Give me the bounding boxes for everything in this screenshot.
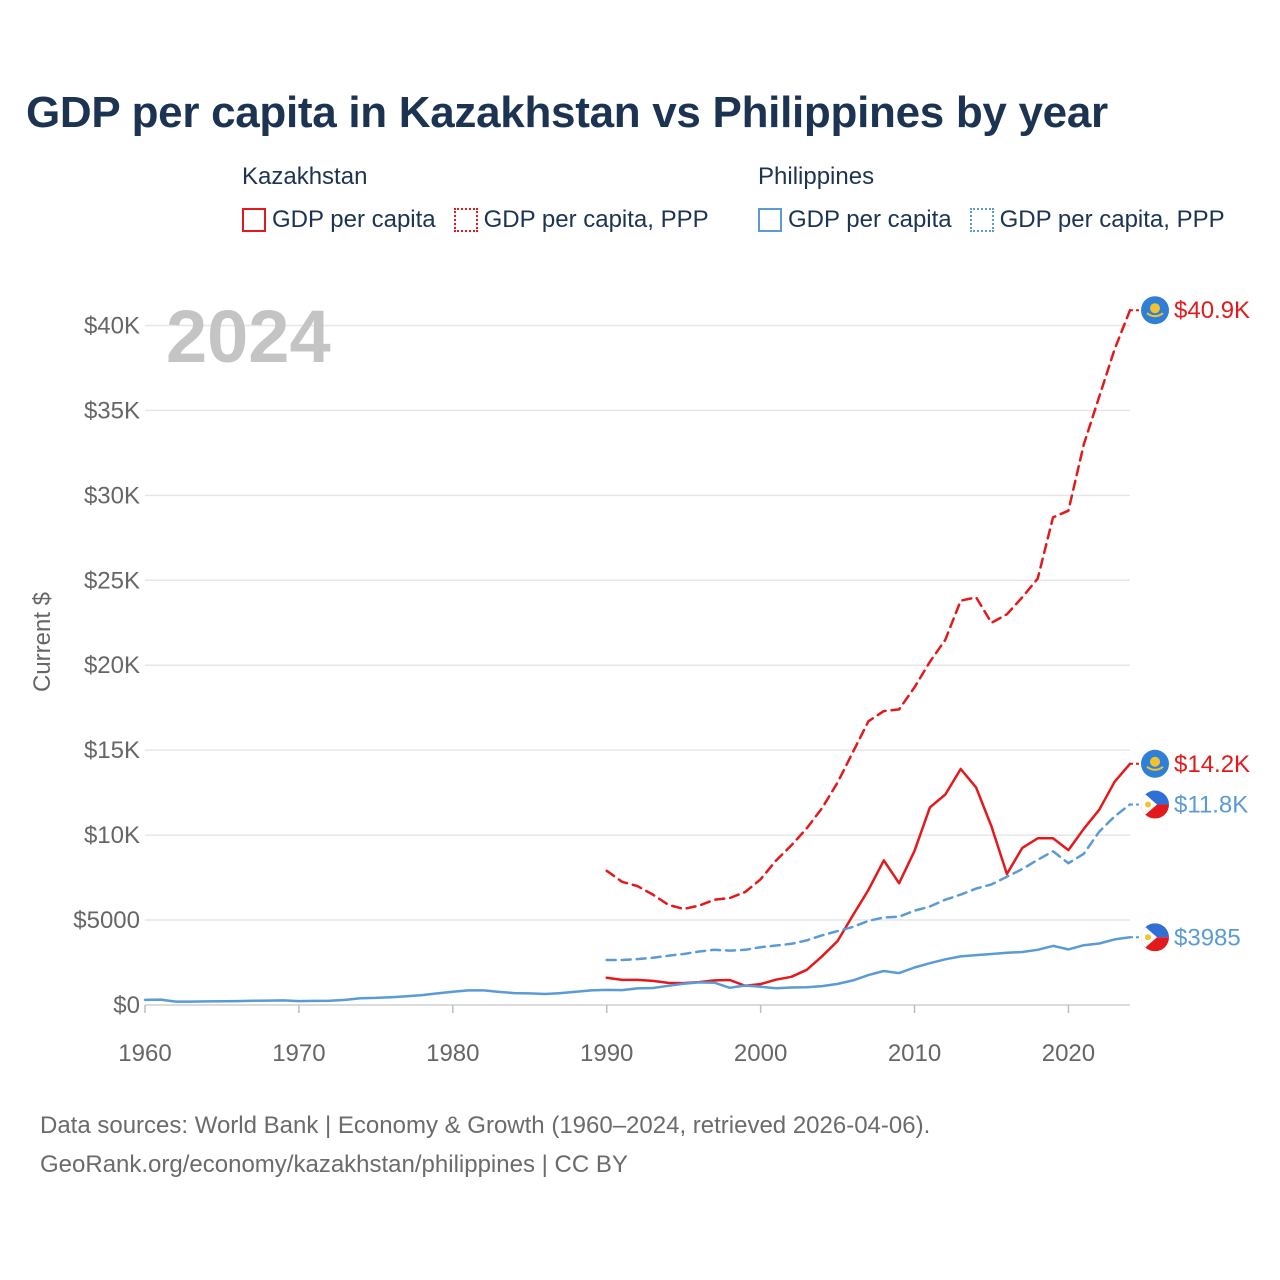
legend-item-philippines-gdp-ppp[interactable]: GDP per capita, PPP	[969, 206, 1225, 234]
legend-item-kazakhstan-gdp-ppp[interactable]: GDP per capita, PPP	[453, 206, 709, 234]
legend-label: GDP per capita	[788, 206, 952, 233]
series-line-kazakhstan-gdp-per-capita-ppp[interactable]	[605, 308, 1132, 911]
y-tick-label: $35K	[84, 397, 140, 424]
end-value-label: $11.8K	[1174, 792, 1248, 819]
legend-swatch-solid-red	[242, 208, 266, 232]
chart-title: GDP per capita in Kazakhstan vs Philippi…	[26, 88, 1108, 137]
legend-item-kazakhstan-gdp[interactable]: GDP per capita	[242, 206, 436, 234]
flag-eagle	[1146, 312, 1164, 318]
year-label: 2024	[166, 295, 331, 378]
footer-source: Data sources: World Bank | Economy & Gro…	[40, 1112, 931, 1139]
end-value-label: $3985	[1174, 924, 1241, 951]
flag-sun	[1145, 934, 1151, 941]
legend-swatch-dotted-blue	[969, 208, 994, 232]
axes: $0 $5000 $10K $15K $20K $25K $30K $35K $40K 1960 1…	[73, 312, 1095, 1067]
y-tick-label: $20K	[84, 652, 140, 679]
x-tick-label: 2010	[888, 1040, 941, 1067]
end-flag	[1141, 790, 1169, 819]
philippines-flag-icon	[1141, 790, 1169, 819]
end-markers: $40.9K $14.2K $11.8K $3985	[1130, 296, 1250, 952]
philippines-flag-icon	[1141, 923, 1169, 952]
legend-country-kazakhstan: Kazakhstan	[242, 163, 368, 190]
y-tick-label: $30K	[84, 482, 140, 509]
x-tick-label: 1980	[426, 1040, 479, 1067]
series-line-philippines-gdp-per-capita-ppp[interactable]	[605, 803, 1132, 962]
footer-credit: GeoRank.org/economy/kazakhstan/philippin…	[40, 1151, 628, 1178]
flag-eagle	[1146, 765, 1164, 771]
x-tick-label: 1970	[272, 1040, 325, 1067]
x-tick-label: 1990	[580, 1040, 633, 1067]
legend-country-philippines: Philippines	[758, 163, 875, 190]
legend-item-philippines-gdp[interactable]: GDP per capita	[758, 206, 952, 234]
y-tick-label: $40K	[84, 312, 140, 339]
end-value-label: $40.9K	[1174, 297, 1250, 324]
legend-group-philippines: Philippines GDP per capita GDP per capit…	[758, 162, 1225, 234]
y-tick-label: $10K	[84, 822, 140, 849]
end-flag	[1141, 923, 1169, 952]
y-tick-label: $0	[113, 992, 140, 1019]
grid-lines	[145, 324, 1130, 1006]
legend-label: GDP per capita, PPP	[483, 206, 709, 233]
legend-label: GDP per capita, PPP	[999, 206, 1225, 233]
y-tick-label: $5000	[73, 907, 140, 934]
legend-swatch-dotted-red	[453, 208, 478, 232]
series-line-philippines-gdp-per-capita[interactable]	[143, 936, 1132, 1003]
footer: Data sources: World Bank | Economy & Gro…	[40, 1106, 930, 1184]
legend-label: GDP per capita	[272, 206, 436, 233]
x-tick-label: 1960	[118, 1040, 171, 1067]
x-tick-label: 2000	[734, 1040, 787, 1067]
end-flag	[1141, 296, 1169, 325]
flag-sun	[1145, 801, 1151, 808]
y-tick-label: $25K	[84, 567, 140, 594]
end-flag	[1141, 749, 1169, 778]
y-axis-label: Current $	[29, 592, 56, 692]
flag-sun	[1150, 756, 1160, 767]
legend-swatch-solid-blue	[758, 208, 782, 232]
x-tick-label: 2020	[1042, 1040, 1095, 1067]
end-value-label: $14.2K	[1174, 751, 1250, 778]
series	[143, 308, 1132, 1003]
flag-sun	[1150, 303, 1160, 314]
y-tick-label: $15K	[84, 737, 140, 764]
legend-group-kazakhstan: Kazakhstan GDP per capita GDP per capita…	[242, 162, 709, 234]
